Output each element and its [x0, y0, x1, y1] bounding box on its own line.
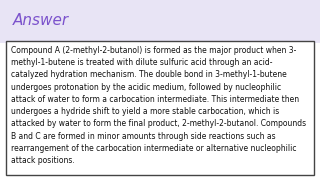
Text: attack of water to form a carbocation intermediate. This intermediate then: attack of water to form a carbocation in…	[11, 95, 299, 104]
FancyBboxPatch shape	[0, 0, 320, 43]
Text: Compound A (2-methyl-2-butanol) is formed as the major product when 3-: Compound A (2-methyl-2-butanol) is forme…	[11, 46, 296, 55]
Text: rearrangement of the carbocation intermediate or alternative nucleophilic: rearrangement of the carbocation interme…	[11, 144, 296, 153]
Text: undergoes protonation by the acidic medium, followed by nucleophilic: undergoes protonation by the acidic medi…	[11, 83, 281, 92]
FancyBboxPatch shape	[6, 41, 314, 175]
Text: Answer: Answer	[13, 13, 69, 28]
Text: attacked by water to form the final product, 2-methyl-2-butanol. Compounds: attacked by water to form the final prod…	[11, 119, 306, 128]
Text: attack positions.: attack positions.	[11, 156, 74, 165]
Text: methyl-1-butene is treated with dilute sulfuric acid through an acid-: methyl-1-butene is treated with dilute s…	[11, 58, 272, 67]
Text: catalyzed hydration mechanism. The double bond in 3-methyl-1-butene: catalyzed hydration mechanism. The doubl…	[11, 70, 286, 79]
Text: undergoes a hydride shift to yield a more stable carbocation, which is: undergoes a hydride shift to yield a mor…	[11, 107, 279, 116]
Text: B and C are formed in minor amounts through side reactions such as: B and C are formed in minor amounts thro…	[11, 132, 275, 141]
